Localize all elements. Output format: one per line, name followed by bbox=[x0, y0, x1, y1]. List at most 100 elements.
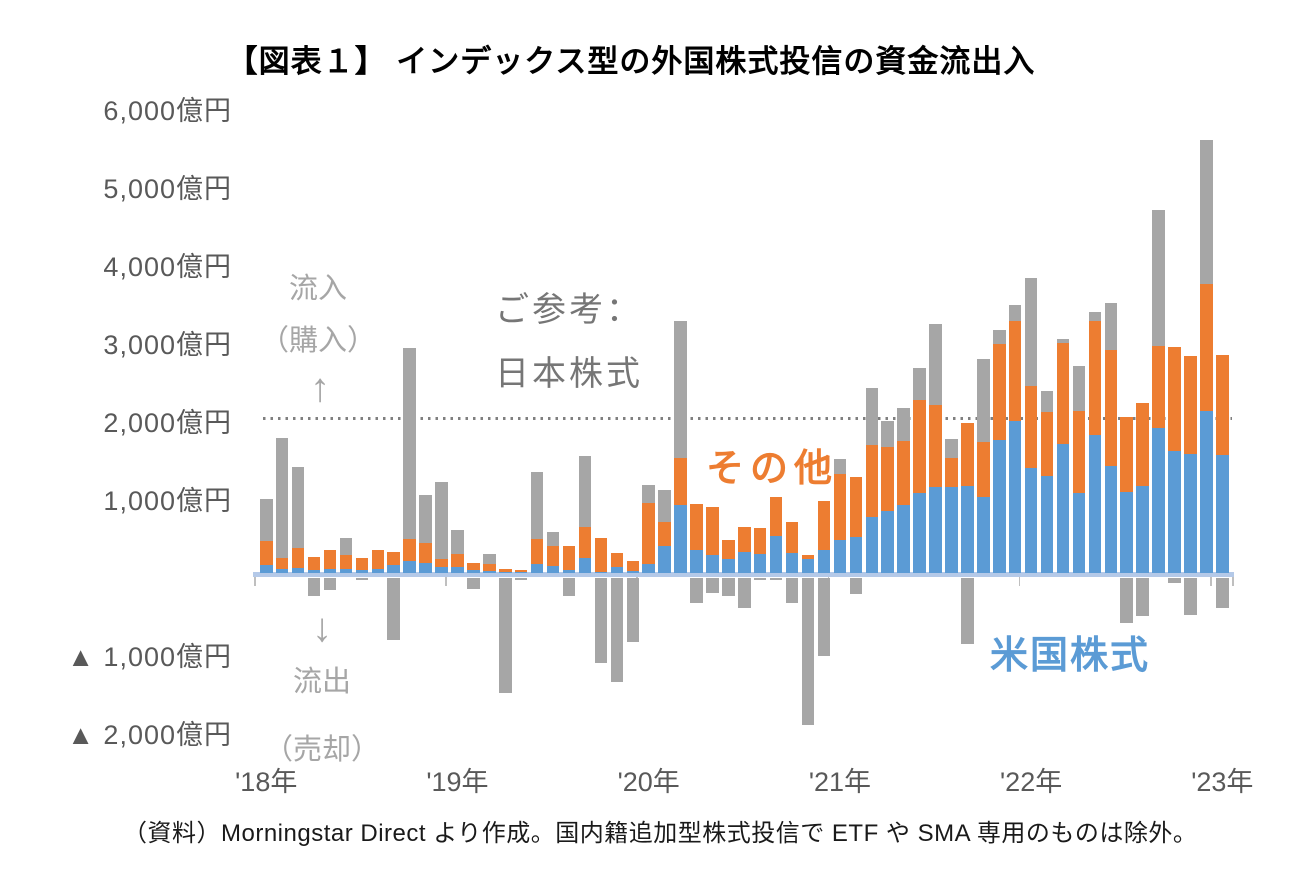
bar-other-2020-07 bbox=[738, 526, 751, 552]
bar-other-2018-10 bbox=[403, 539, 416, 561]
bar-us-equity-2022-07 bbox=[1120, 491, 1133, 573]
bar-japan-reference-2019-05 bbox=[514, 578, 528, 580]
bar-us-equity-2019-01 bbox=[451, 566, 464, 573]
y-axis-tick-label: ▲ 2,000億円 bbox=[67, 720, 232, 750]
bar-other-2019-05 bbox=[514, 570, 528, 573]
bar-other-2019-07 bbox=[546, 545, 560, 566]
bar-other-2021-06 bbox=[913, 399, 926, 494]
bar-us-equity-2018-09 bbox=[387, 565, 400, 573]
bar-us-equity-2021-10 bbox=[977, 497, 990, 573]
bar-us-equity-2018-02 bbox=[275, 569, 289, 573]
bar-us-equity-2018-11 bbox=[419, 562, 432, 573]
bar-us-equity-2021-03 bbox=[865, 516, 879, 573]
x-axis-baseline bbox=[253, 572, 1234, 577]
bar-other-2020-01 bbox=[642, 502, 655, 565]
bar-other-2023-01 bbox=[1216, 355, 1229, 456]
bar-other-2019-04 bbox=[499, 569, 512, 573]
bar-other-2021-02 bbox=[849, 477, 863, 538]
y-axis-tick-label: 3,000億円 bbox=[103, 330, 232, 360]
bar-us-equity-2019-11 bbox=[610, 566, 624, 573]
bar-japan-reference-2022-11 bbox=[1184, 578, 1197, 616]
bar-other-2022-08 bbox=[1136, 402, 1149, 486]
bar-us-equity-2021-09 bbox=[961, 486, 974, 573]
source-note: （資料）Morningstar Direct より作成。国内籍追加型株式投信で … bbox=[123, 820, 1198, 847]
bar-us-equity-2021-12 bbox=[1008, 420, 1022, 573]
bar-other-2018-03 bbox=[291, 548, 305, 569]
bar-other-2021-03 bbox=[865, 445, 879, 517]
bar-us-equity-2022-10 bbox=[1168, 450, 1181, 573]
bar-us-equity-2020-03 bbox=[674, 505, 687, 573]
bar-us-equity-2018-07 bbox=[355, 570, 369, 573]
bar-us-equity-2021-01 bbox=[833, 540, 847, 573]
bar-us-equity-2022-04 bbox=[1072, 492, 1086, 573]
bar-other-2021-10 bbox=[977, 441, 990, 498]
x-axis-tick-mark bbox=[1210, 577, 1212, 586]
bar-us-equity-2023-01 bbox=[1216, 455, 1229, 573]
bar-us-equity-2020-02 bbox=[658, 545, 671, 573]
bar-other-2022-01 bbox=[1024, 385, 1038, 469]
bar-japan-reference-2022-08 bbox=[1136, 578, 1149, 616]
bar-other-2022-03 bbox=[1056, 342, 1070, 444]
bar-us-equity-2020-05 bbox=[706, 555, 719, 573]
bar-other-2018-01 bbox=[260, 541, 273, 566]
bar-us-equity-2018-06 bbox=[339, 569, 353, 573]
bar-japan-reference-2019-08 bbox=[562, 578, 576, 597]
bar-us-equity-2020-11 bbox=[801, 559, 815, 573]
bar-us-equity-2022-01 bbox=[1024, 468, 1038, 573]
series-label-other: その他 bbox=[705, 448, 839, 490]
bar-us-equity-2020-08 bbox=[753, 554, 767, 573]
bar-us-equity-2019-05 bbox=[514, 572, 528, 573]
bar-other-2022-07 bbox=[1120, 417, 1133, 492]
bar-japan-reference-2018-04 bbox=[307, 578, 321, 596]
bar-other-2020-08 bbox=[753, 527, 767, 555]
bar-other-2021-09 bbox=[961, 423, 974, 487]
bar-other-2018-11 bbox=[419, 543, 432, 563]
bar-japan-reference-2018-07 bbox=[355, 578, 369, 581]
bar-us-equity-2020-04 bbox=[690, 550, 703, 573]
bar-other-2020-11 bbox=[801, 554, 815, 560]
bar-japan-reference-2020-08 bbox=[753, 578, 767, 581]
bar-us-equity-2022-06 bbox=[1104, 466, 1118, 573]
bar-other-2018-02 bbox=[275, 558, 289, 570]
bar-us-equity-2021-07 bbox=[929, 487, 942, 573]
bar-us-equity-2021-05 bbox=[897, 505, 910, 573]
bar-japan-reference-2019-02 bbox=[467, 578, 480, 589]
bar-japan-reference-2018-10 bbox=[403, 347, 416, 573]
bar-us-equity-2018-12 bbox=[435, 567, 448, 573]
reference-note-line2: 日本株式 bbox=[495, 355, 643, 393]
bar-japan-reference-2018-12 bbox=[435, 481, 448, 573]
bar-us-equity-2020-10 bbox=[785, 552, 799, 573]
bar-other-2018-08 bbox=[371, 549, 385, 570]
bar-us-equity-2022-05 bbox=[1088, 434, 1102, 573]
bar-us-equity-2020-09 bbox=[769, 536, 783, 573]
bar-japan-reference-2020-12 bbox=[817, 578, 831, 656]
bar-japan-reference-2019-11 bbox=[610, 578, 624, 683]
bar-other-2022-06 bbox=[1104, 349, 1118, 467]
bar-us-equity-2018-03 bbox=[291, 568, 305, 573]
bar-us-equity-2021-06 bbox=[913, 493, 926, 573]
x-axis-year-label: '22年 bbox=[1000, 767, 1063, 797]
x-axis-year-label: '18年 bbox=[235, 767, 298, 797]
bar-us-equity-2018-10 bbox=[403, 560, 416, 573]
bar-other-2018-06 bbox=[339, 555, 353, 570]
bar-us-equity-2019-09 bbox=[578, 558, 592, 573]
y-axis-tick-label: 1,000億円 bbox=[103, 486, 232, 516]
bar-other-2019-08 bbox=[562, 546, 576, 570]
series-label-us-equity: 米国株式 bbox=[989, 635, 1151, 677]
bar-us-equity-2022-03 bbox=[1056, 443, 1070, 573]
bar-other-2020-03 bbox=[674, 457, 687, 506]
bar-us-equity-2022-09 bbox=[1152, 427, 1165, 573]
bar-us-equity-2021-08 bbox=[945, 487, 958, 573]
bar-other-2018-12 bbox=[435, 559, 448, 568]
bar-japan-reference-2020-05 bbox=[706, 578, 719, 593]
bar-other-2019-09 bbox=[578, 526, 592, 559]
bar-japan-reference-2018-02 bbox=[275, 438, 289, 573]
bar-other-2019-10 bbox=[594, 537, 608, 572]
bar-other-2021-11 bbox=[993, 343, 1006, 440]
bar-other-2022-05 bbox=[1088, 321, 1102, 435]
bar-us-equity-2021-04 bbox=[881, 510, 894, 573]
bar-other-2018-05 bbox=[323, 550, 337, 570]
bar-japan-reference-2020-04 bbox=[690, 578, 703, 603]
bar-us-equity-2018-01 bbox=[260, 565, 273, 573]
outflow-down-arrow-icon: ↓ bbox=[312, 606, 332, 650]
